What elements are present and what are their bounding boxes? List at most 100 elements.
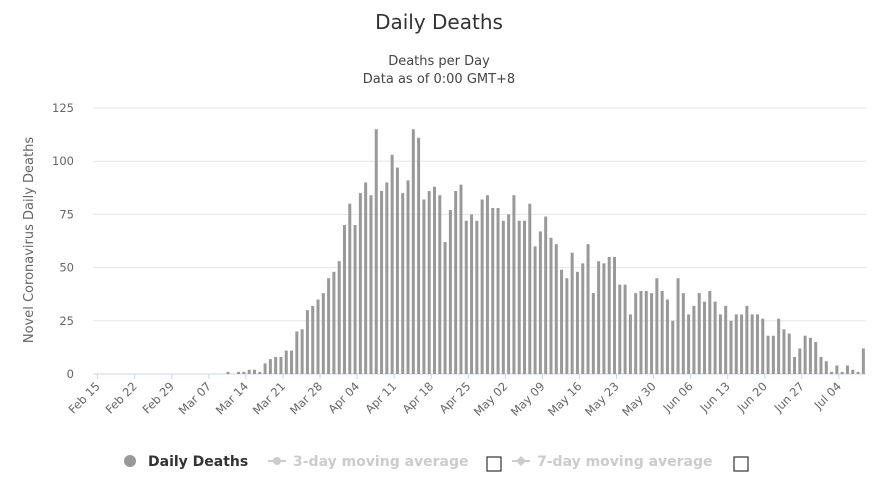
bar[interactable] — [586, 244, 590, 374]
bar[interactable] — [237, 371, 241, 374]
bar[interactable] — [533, 246, 537, 374]
legend-item-7day[interactable]: 7-day moving average — [512, 454, 749, 472]
bar[interactable] — [676, 278, 680, 374]
bar[interactable] — [660, 291, 664, 374]
bar[interactable] — [618, 284, 622, 374]
bar[interactable] — [766, 335, 770, 374]
bar[interactable] — [613, 256, 617, 374]
bar[interactable] — [650, 293, 654, 374]
bar[interactable] — [385, 182, 389, 374]
bar[interactable] — [491, 208, 495, 374]
bar[interactable] — [819, 356, 823, 374]
bar[interactable] — [380, 190, 384, 374]
bar[interactable] — [607, 256, 611, 374]
bar[interactable] — [438, 195, 442, 374]
bar[interactable] — [830, 371, 834, 374]
bar[interactable] — [835, 365, 839, 374]
bar[interactable] — [342, 225, 346, 374]
bar[interactable] — [575, 271, 579, 374]
bar[interactable] — [374, 129, 378, 374]
bar[interactable] — [554, 244, 558, 374]
bar[interactable] — [665, 299, 669, 374]
bar[interactable] — [311, 305, 315, 374]
bar[interactable] — [681, 293, 685, 374]
bar[interactable] — [856, 371, 860, 374]
bar[interactable] — [549, 237, 553, 374]
bar[interactable] — [316, 299, 320, 374]
bar[interactable] — [295, 331, 299, 374]
bar[interactable] — [697, 293, 701, 374]
bar[interactable] — [242, 371, 246, 374]
bar[interactable] — [485, 195, 489, 374]
bar[interactable] — [268, 359, 272, 374]
bar[interactable] — [644, 291, 648, 374]
bar[interactable] — [824, 361, 828, 374]
bar[interactable] — [628, 314, 632, 374]
bar[interactable] — [507, 214, 511, 374]
bar[interactable] — [348, 203, 352, 374]
bar[interactable] — [263, 363, 267, 374]
bar[interactable] — [512, 195, 516, 374]
bar[interactable] — [724, 305, 728, 374]
bar[interactable] — [290, 350, 294, 374]
bar[interactable] — [845, 365, 849, 374]
bar[interactable] — [671, 320, 675, 374]
bar[interactable] — [808, 337, 812, 374]
bar[interactable] — [591, 293, 595, 374]
bar[interactable] — [258, 371, 262, 374]
bar[interactable] — [740, 314, 744, 374]
bar[interactable] — [544, 216, 548, 374]
bar[interactable] — [692, 305, 696, 374]
bar[interactable] — [713, 301, 717, 374]
bar[interactable] — [337, 261, 341, 374]
bar[interactable] — [851, 369, 855, 374]
bar[interactable] — [655, 278, 659, 374]
bar[interactable] — [581, 263, 585, 374]
bar[interactable] — [560, 269, 564, 374]
bar[interactable] — [523, 220, 527, 374]
bar[interactable] — [321, 293, 325, 374]
bar[interactable] — [274, 356, 278, 374]
bar[interactable] — [565, 278, 569, 374]
bar[interactable] — [332, 271, 336, 374]
bar[interactable] — [422, 199, 426, 374]
bar[interactable] — [761, 318, 765, 374]
bar[interactable] — [369, 195, 373, 374]
bar[interactable] — [517, 220, 521, 374]
bar[interactable] — [745, 305, 749, 374]
bar[interactable] — [448, 210, 452, 374]
bar[interactable] — [729, 320, 733, 374]
bar[interactable] — [459, 184, 463, 374]
bar[interactable] — [464, 220, 468, 374]
legend-item-3day[interactable]: 3-day moving average — [268, 454, 502, 472]
bar[interactable] — [470, 214, 474, 374]
bar[interactable] — [734, 314, 738, 374]
bar[interactable] — [602, 263, 606, 374]
bar[interactable] — [755, 314, 759, 374]
bar[interactable] — [634, 293, 638, 374]
bar[interactable] — [432, 186, 436, 374]
bar[interactable] — [279, 356, 283, 374]
bar[interactable] — [703, 301, 707, 374]
bar[interactable] — [787, 333, 791, 374]
bar[interactable] — [708, 291, 712, 374]
bar[interactable] — [501, 220, 505, 374]
bar[interactable] — [284, 350, 288, 374]
bar[interactable] — [597, 261, 601, 374]
bar[interactable] — [718, 314, 722, 374]
bar[interactable] — [840, 371, 844, 374]
bar[interactable] — [247, 369, 251, 374]
bar[interactable] — [782, 329, 786, 374]
bar[interactable] — [390, 154, 394, 374]
bar[interactable] — [226, 371, 230, 374]
bar[interactable] — [639, 291, 643, 374]
bar[interactable] — [687, 314, 691, 374]
bar[interactable] — [353, 225, 357, 374]
bar[interactable] — [252, 369, 256, 374]
bar[interactable] — [861, 348, 865, 374]
bar[interactable] — [496, 208, 500, 374]
bar[interactable] — [327, 278, 331, 374]
bar[interactable] — [406, 180, 410, 374]
bar[interactable] — [454, 190, 458, 374]
bar[interactable] — [305, 310, 309, 374]
